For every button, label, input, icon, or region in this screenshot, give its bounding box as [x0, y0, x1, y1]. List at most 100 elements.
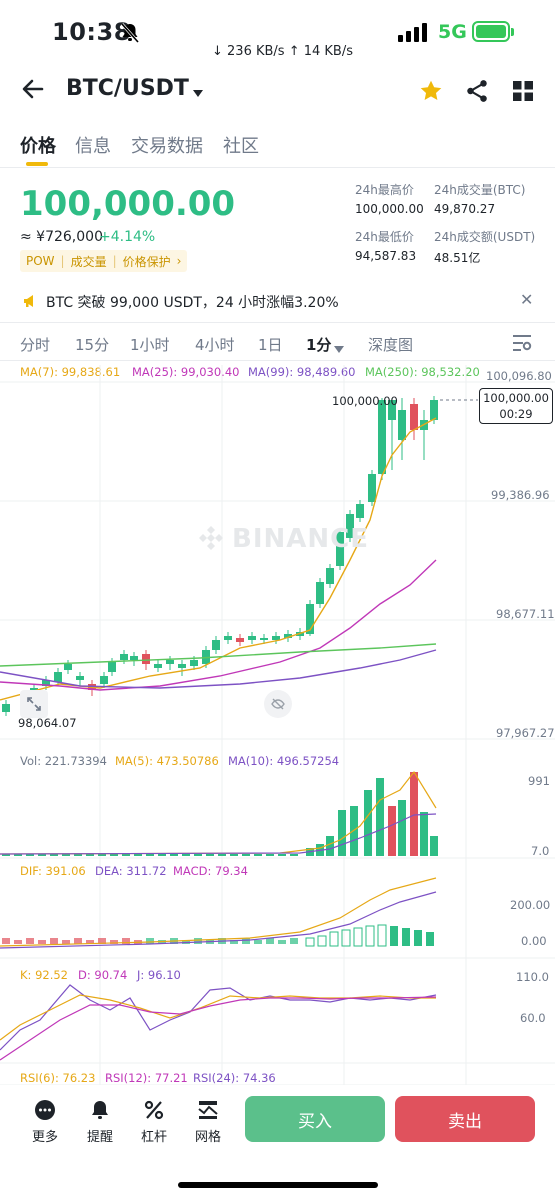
- price-change: +4.14%: [99, 229, 156, 245]
- volume-bar: [194, 854, 202, 856]
- chevron-right-icon: ›: [176, 254, 182, 268]
- macd-dif-label: DIF: 391.06: [20, 864, 86, 878]
- close-icon[interactable]: ✕: [520, 290, 534, 309]
- share-icon[interactable]: [464, 78, 490, 108]
- back-arrow-icon[interactable]: [20, 76, 46, 106]
- stat-low-label: 24h最低价: [355, 230, 414, 244]
- ma25-line: [0, 559, 437, 691]
- kline-chart[interactable]: [0, 0, 555, 1085]
- buy-button[interactable]: 买入: [245, 1096, 385, 1142]
- percent-icon: [134, 1098, 174, 1122]
- volume-bar: [134, 854, 142, 856]
- candle-body: [378, 400, 386, 474]
- caret-down-icon[interactable]: [192, 84, 204, 103]
- volume-bar: [388, 806, 396, 856]
- interval-caret-icon[interactable]: [334, 339, 344, 358]
- binance-watermark: BINANCE: [196, 524, 369, 554]
- interval-1h[interactable]: 1小时: [130, 336, 170, 354]
- candle-body: [178, 664, 186, 668]
- favorite-star-icon[interactable]: [418, 78, 444, 108]
- candle-body: [212, 640, 220, 650]
- more-label: 更多: [31, 1130, 58, 1145]
- chart-settings-icon[interactable]: [512, 334, 532, 356]
- macd-bar: [317, 935, 327, 947]
- macd-bar: [254, 940, 262, 944]
- stat-low-value: 94,587.83: [355, 249, 417, 263]
- macd-bar: [365, 925, 375, 947]
- bell-muted-icon: [120, 22, 140, 48]
- tab-info[interactable]: 信息: [75, 136, 111, 157]
- hide-overlay-icon[interactable]: [264, 690, 292, 718]
- volume-bar: [110, 854, 118, 856]
- macd-bar: [74, 938, 82, 944]
- tag-bar[interactable]: POW | 成交量 | 价格保护 ›: [20, 250, 188, 272]
- macd-dea-label: DEA: 311.72: [95, 864, 167, 878]
- margin-button[interactable]: 杠杆: [134, 1098, 174, 1145]
- stat-turnover-label: 24h成交额(USDT): [434, 230, 536, 244]
- kdj-y-bottom: 60.0: [520, 1011, 546, 1025]
- macd-bar: [278, 940, 286, 944]
- macd-bar: [242, 938, 250, 944]
- volume-bar: [254, 854, 262, 856]
- candle-body: [284, 634, 292, 638]
- interval-1d[interactable]: 1日: [258, 336, 283, 354]
- interval-timeline[interactable]: 分时: [20, 336, 51, 354]
- volume-bar: [158, 854, 166, 856]
- battery-icon: [472, 21, 510, 42]
- macd-bar: [426, 932, 434, 946]
- expand-icon[interactable]: [20, 690, 48, 718]
- vol-label: Vol: 221.73394: [20, 754, 107, 768]
- volume-bar: [430, 836, 438, 856]
- alert-button[interactable]: 提醒: [80, 1098, 120, 1145]
- kdj-y-top: 110.0: [516, 970, 549, 984]
- macd-bar: [230, 940, 238, 944]
- candle-body: [368, 474, 376, 502]
- volume-bar: [98, 854, 106, 856]
- interval-1m[interactable]: 1分: [306, 336, 332, 354]
- signal-icon: [398, 22, 427, 42]
- macd-bar: [305, 937, 315, 947]
- more-button[interactable]: 更多: [25, 1098, 65, 1145]
- ma99-label: MA(99): 98,489.60: [248, 365, 356, 379]
- macd-bar: [194, 938, 202, 944]
- candle-body: [224, 636, 232, 640]
- grid-trading-label: 网格: [194, 1130, 221, 1145]
- candle-body: [410, 404, 418, 430]
- chart-gridlines: [0, 365, 555, 1085]
- volume-bars: [0, 770, 438, 856]
- grid-menu-icon[interactable]: [512, 80, 534, 106]
- tab-community[interactable]: 社区: [223, 136, 259, 157]
- volume-bar: [218, 854, 226, 856]
- tag-pow[interactable]: POW: [26, 254, 55, 268]
- macd-indicator: [0, 877, 437, 949]
- interval-4h[interactable]: 4小时: [195, 336, 235, 354]
- home-indicator[interactable]: [178, 1182, 378, 1188]
- candle-body: [398, 410, 406, 440]
- pair-title[interactable]: BTC/USDT: [66, 76, 189, 101]
- candle-body: [346, 514, 354, 538]
- alert-label: 提醒: [86, 1130, 113, 1145]
- volume-bar: [326, 836, 334, 856]
- interval-15m[interactable]: 15分: [75, 336, 110, 354]
- interval-depth[interactable]: 深度图: [368, 336, 414, 354]
- macd-bar: [98, 938, 106, 944]
- tab-price[interactable]: 价格: [20, 136, 56, 157]
- grid-trading-button[interactable]: 网格: [188, 1098, 228, 1145]
- sell-button[interactable]: 卖出: [395, 1096, 535, 1142]
- grid-bot-icon: [188, 1098, 228, 1122]
- last-price-tag: 100,000.00 00:29: [479, 388, 553, 424]
- tag-price-protection[interactable]: 价格保护: [122, 254, 171, 269]
- vol-ma10-line: [0, 813, 437, 855]
- macd-bar: [146, 938, 154, 944]
- announcement-text[interactable]: BTC 突破 99,000 USDT，24 小时涨幅3.20%: [46, 295, 339, 311]
- volume-bar: [38, 854, 46, 856]
- macd-bar: [38, 940, 46, 944]
- vol-ma10-label: MA(10): 496.57254: [228, 754, 340, 768]
- tag-volume[interactable]: 成交量: [70, 254, 107, 269]
- candle-body: [356, 504, 364, 518]
- tab-trading-data[interactable]: 交易数据: [131, 136, 203, 157]
- ma250-label: MA(250): 98,532.20: [365, 365, 480, 379]
- volume-bar: [170, 854, 178, 856]
- kdj-indicator: [0, 984, 437, 1061]
- volume-bar: [376, 778, 384, 856]
